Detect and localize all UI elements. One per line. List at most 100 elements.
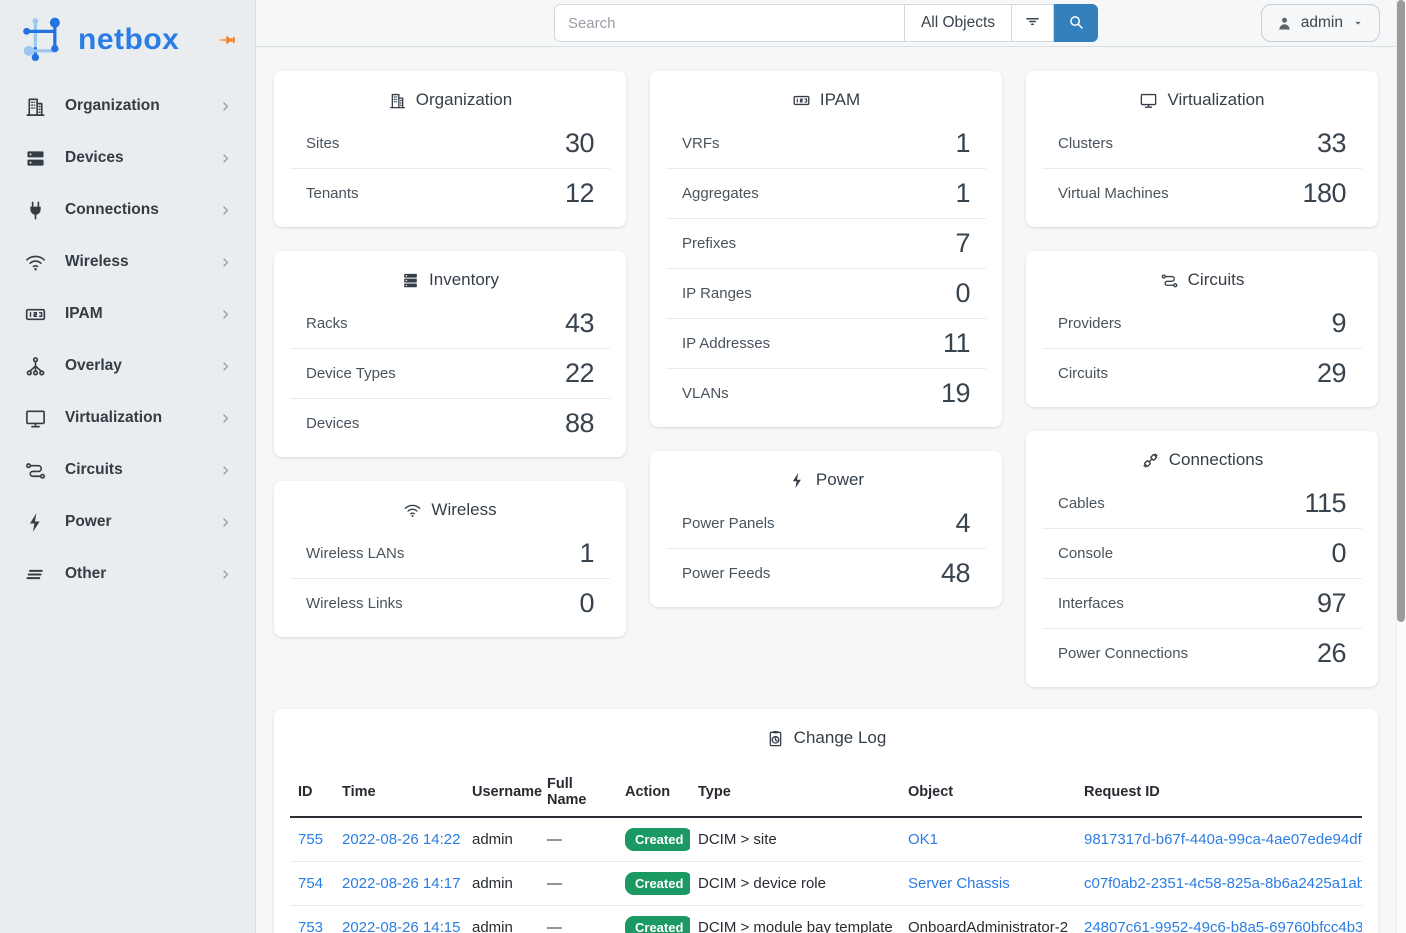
card-connections: Connections Cables 115 Console 0 Interfaces 97… xyxy=(1026,431,1378,687)
stat-value: 88 xyxy=(564,408,595,438)
sidebar-item-label: Connections xyxy=(65,201,159,218)
search-button[interactable] xyxy=(1054,4,1099,42)
card-virtualization: Virtualization Clusters 33 Virtual Machines… xyxy=(1026,71,1378,227)
stat-value: 1 xyxy=(955,178,970,208)
sidebar-item-wireless[interactable]: Wireless xyxy=(0,236,255,288)
column-header: Request ID xyxy=(1076,768,1362,818)
card-power: Power Power Panels 4 Power Feeds 48 xyxy=(650,451,1002,607)
wifi-icon xyxy=(403,501,422,520)
card-title: Virtualization xyxy=(1167,90,1265,109)
request-id-link[interactable]: 24807c61-9952-49c6-b8a5-69760bfcc4b3 xyxy=(1084,919,1362,933)
chevron-right-icon xyxy=(218,255,233,270)
stat-label: Clusters xyxy=(1058,134,1114,152)
user-name: admin xyxy=(1300,14,1343,31)
bolt-icon xyxy=(788,471,807,490)
stat-row: Sites 30 xyxy=(290,118,610,168)
stat-value: 97 xyxy=(1316,588,1347,618)
stat-row: Power Feeds 48 xyxy=(666,548,986,598)
sidebar-item-power[interactable]: Power xyxy=(0,496,255,548)
stat-value: 180 xyxy=(1302,178,1346,208)
change-id-link[interactable]: 754 xyxy=(298,875,324,892)
change-id-link[interactable]: 755 xyxy=(298,831,324,848)
action-badge: Created xyxy=(625,872,690,895)
column-header: Object xyxy=(900,768,1076,818)
request-id-link[interactable]: c07f0ab2-2351-4c58-825a-8b6a2425a1ab xyxy=(1084,875,1362,892)
stat-row: VLANs 19 xyxy=(666,368,986,418)
stat-label: Power Panels xyxy=(682,514,775,532)
card-title: Power xyxy=(815,470,865,489)
sidebar-item-overlay[interactable]: Overlay xyxy=(0,340,255,392)
building-icon xyxy=(388,91,407,110)
stat-label: Cables xyxy=(1058,494,1105,512)
brand-name[interactable]: netbox xyxy=(78,23,180,56)
stat-value: 26 xyxy=(1316,638,1347,668)
scrollbar[interactable] xyxy=(1396,0,1406,933)
sidebar-item-label: IPAM xyxy=(65,305,103,322)
sidebar-item-label: Virtualization xyxy=(65,409,163,426)
sidebar-item-organization[interactable]: Organization xyxy=(0,80,255,132)
card-header: Inventory xyxy=(274,251,626,298)
request-id-link[interactable]: 9817317d-b67f-440a-99ca-4ae07ede94df xyxy=(1084,831,1362,848)
stat-value: 4 xyxy=(955,507,970,538)
stat-label: IP Ranges xyxy=(682,285,752,302)
sidebar-item-label: Wireless xyxy=(65,253,129,270)
chevron-right-icon xyxy=(218,307,233,322)
stat-row: Wireless Links 0 xyxy=(290,578,610,628)
card-title: Circuits xyxy=(1187,270,1245,289)
sidebar-item-devices[interactable]: Devices xyxy=(0,132,255,184)
change-time-link[interactable]: 2022-08-26 14:22 xyxy=(342,831,461,848)
plug-icon xyxy=(24,199,47,222)
netbox-logo-icon[interactable] xyxy=(18,14,70,66)
card-header: Virtualization xyxy=(1026,71,1378,118)
filter-button[interactable] xyxy=(1012,4,1055,42)
ipam-icon xyxy=(24,303,47,326)
stat-value: 7 xyxy=(955,228,970,258)
stat-value: 33 xyxy=(1316,127,1347,158)
pin-sidebar-icon[interactable] xyxy=(217,30,237,50)
stat-label: Circuits xyxy=(1058,365,1109,382)
change-time-link[interactable]: 2022-08-26 14:17 xyxy=(342,875,461,892)
sidebar-nav: Organization Devices Connections Wireless IP… xyxy=(0,80,255,600)
object-link[interactable]: OK1 xyxy=(908,831,939,848)
main-content: All Objects admin xyxy=(256,0,1406,933)
circuit-icon xyxy=(1160,271,1179,290)
stat-row: Interfaces 97 xyxy=(1042,578,1362,628)
stat-value: 1 xyxy=(579,537,594,568)
chevron-right-icon xyxy=(218,203,233,218)
stat-row: Devices 88 xyxy=(290,398,610,448)
stat-row: Console 0 xyxy=(1042,528,1362,578)
dashboard-column: Virtualization Clusters 33 Virtual Machines… xyxy=(1026,71,1378,687)
full-name-text: — xyxy=(547,831,562,848)
caret-down-icon xyxy=(1351,16,1365,30)
object-link[interactable]: Server Chassis xyxy=(908,875,1010,892)
card-header: Connections xyxy=(1026,431,1378,478)
bolt-icon xyxy=(24,511,47,534)
stat-label: Console xyxy=(1058,545,1114,562)
object-type-button[interactable]: All Objects xyxy=(903,4,1013,42)
change-time-link[interactable]: 2022-08-26 14:15 xyxy=(342,919,461,933)
card-title: Wireless xyxy=(431,500,497,519)
sidebar-item-ipam[interactable]: IPAM xyxy=(0,288,255,340)
sidebar-item-circuits[interactable]: Circuits xyxy=(0,444,255,496)
action-badge: Created xyxy=(625,828,690,851)
change-id-link[interactable]: 753 xyxy=(298,919,324,933)
dashboard-column: IPAM VRFs 1 Aggregates 1 Prefixes 7 IP Ranges 0 I… xyxy=(650,71,1002,687)
stack-icon xyxy=(401,271,420,290)
search-input[interactable] xyxy=(553,4,904,42)
stat-label: Providers xyxy=(1058,314,1122,332)
sidebar-item-virtualization[interactable]: Virtualization xyxy=(0,392,255,444)
sidebar-item-other[interactable]: Other xyxy=(0,548,255,600)
scrollbar-thumb[interactable] xyxy=(1397,0,1405,622)
user-menu-button[interactable]: admin xyxy=(1260,4,1380,42)
username-text: admin xyxy=(472,831,513,848)
brand: netbox xyxy=(0,0,255,80)
chevron-right-icon xyxy=(218,515,233,530)
sidebar-item-connections[interactable]: Connections xyxy=(0,184,255,236)
topbar: All Objects admin xyxy=(256,0,1396,47)
type-text: DCIM > site xyxy=(698,831,777,848)
stat-value: 48 xyxy=(940,558,971,588)
column-header: Action xyxy=(617,768,690,818)
stat-label: Aggregates xyxy=(682,185,759,202)
card-header: Wireless xyxy=(274,481,626,528)
